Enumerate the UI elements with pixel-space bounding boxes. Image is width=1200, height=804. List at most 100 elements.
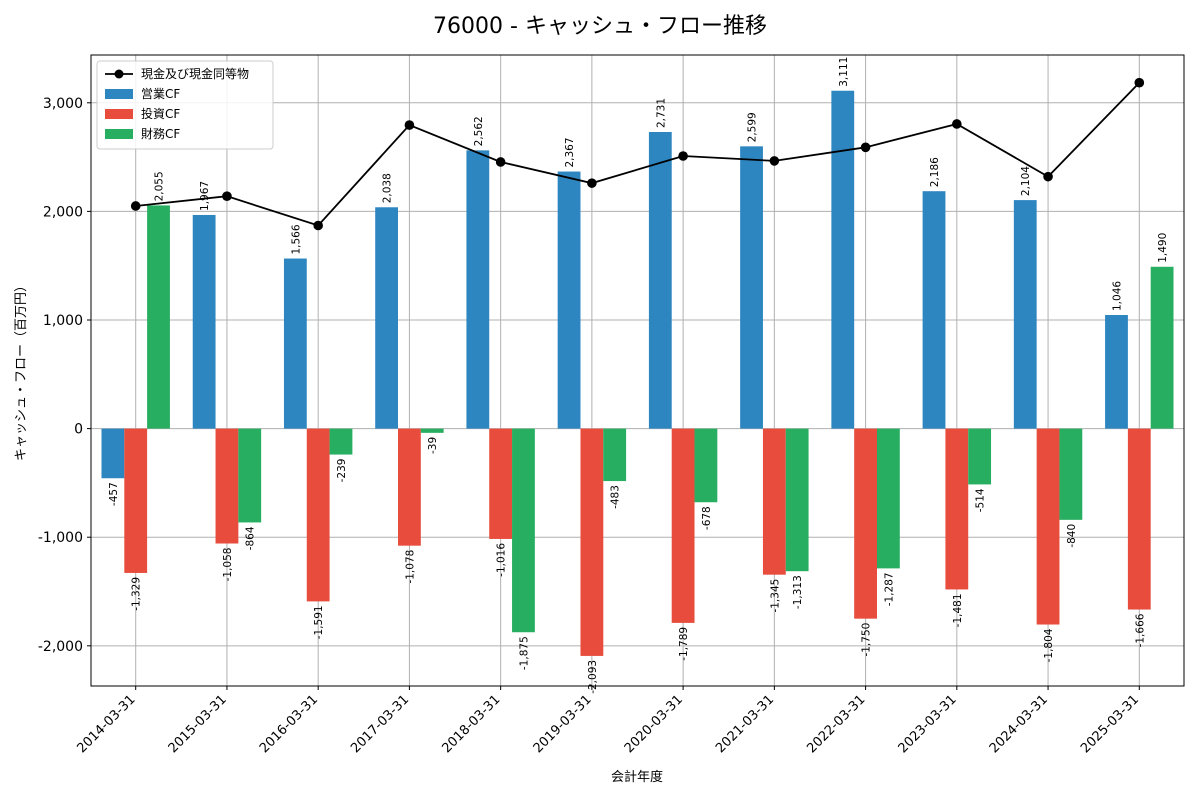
x-tick-label: 2020-03-31 [622,692,686,756]
plot-frame [90,54,1185,687]
bars-layer [101,90,1174,656]
legend-entry-label: 投資CF [141,106,180,121]
bar-financing-cf [1150,266,1174,429]
x-tick-label: 2017-03-31 [348,692,412,756]
bar-data-label: -2,093 [587,660,599,694]
x-tick-label: 2023-03-31 [896,692,960,756]
cash-balance-point [860,142,871,153]
bar-financing-cf [1059,428,1083,520]
bar-investing-cf [1036,428,1060,625]
cash-balance-point [222,191,232,201]
bar-data-label: -39 [427,437,439,454]
bar-investing-cf [398,428,421,546]
bar-financing-cf [876,428,900,569]
bar-operating-cf [375,207,399,429]
bar-investing-cf [124,428,148,573]
bar-operating-cf [922,191,946,429]
bar-data-label: -1,016 [496,543,508,577]
bar-investing-cf [671,428,695,623]
x-axis: 2014-03-31 2015-03-31 2016-03-31 2017-03-31… [74,686,1142,756]
y-tick-label: 1,000 [43,313,83,329]
bar-investing-cf [489,428,513,539]
bar-investing-cf [854,428,877,619]
x-tick-label: 2016-03-31 [257,692,321,756]
legend-entry-label: 現金及び現金同等物 [141,66,249,81]
bar-investing-cf [762,428,786,575]
bar-data-label: 2,055 [154,171,166,201]
cash-balance-point [678,151,688,161]
bar-data-label: 1,566 [290,224,302,254]
bar-data-label: -678 [701,506,713,530]
bar-investing-cf [580,428,604,656]
bar-data-label: -1,666 [1134,613,1146,647]
bar-data-label: -1,329 [131,577,143,611]
cash-balance-point [769,156,780,166]
bar-data-label: 2,104 [1020,166,1032,196]
bar-data-label: -1,804 [1043,628,1055,662]
bar-data-label: 1,046 [1111,281,1123,311]
bar-financing-cf [785,428,809,572]
cash-balance-point [952,119,962,129]
cash-balance-point [404,120,415,130]
chart-title: 76000 - キャッシュ・フロー推移 [433,14,767,39]
legend-bar-swatch [105,89,133,99]
bar-operating-cf [831,90,855,429]
bar-data-label: -840 [1066,524,1078,548]
legend-bar-swatch [105,109,133,119]
bar-data-label: 2,731 [655,98,667,128]
bar-financing-cf [512,428,535,633]
bar-operating-cf [192,214,216,429]
x-tick-label: 2019-03-31 [531,692,595,756]
bar-data-label: -1,345 [769,579,781,613]
bar-data-label: -1,875 [518,636,530,670]
bar-financing-cf [238,428,262,523]
y-axis: -2,000 -1,000 0 1,000 2,000 3,000 [38,96,91,655]
bar-financing-cf [968,428,992,485]
bar-data-label: 2,038 [382,173,394,203]
cash-balance-point [130,201,141,211]
bar-data-label: 1,967 [199,181,211,211]
cash-balance-point [313,220,323,231]
legend-box [96,60,274,150]
bar-data-label: -1,287 [883,572,895,606]
bar-data-label: 2,367 [564,137,576,167]
bar-data-label: -1,789 [678,627,690,661]
bar-operating-cf [466,150,490,429]
cash-balance-point [587,178,597,188]
x-tick-label: 2025-03-31 [1078,692,1142,756]
x-tick-label: 2024-03-31 [987,692,1051,756]
cash-balance-point [495,157,506,167]
bar-investing-cf [215,428,239,544]
x-tick-label: 2021-03-31 [713,692,777,756]
y-tick-label: 3,000 [43,96,83,112]
bar-data-label: 1,490 [1157,233,1169,263]
bar-operating-cf [1105,315,1128,429]
x-tick-label: 2015-03-31 [166,692,230,756]
bar-operating-cf [557,171,581,429]
legend-bar-swatch [105,129,133,139]
bar-data-label: 2,186 [929,157,941,187]
x-tick-label: 2014-03-31 [74,692,138,756]
y-axis-label: キャッシュ・フロー（百万円） [14,279,29,461]
legend-entry-label: 財務CF [141,126,180,141]
bar-data-label: -864 [245,526,257,550]
bar-operating-cf [283,258,307,429]
y-tick-label: 2,000 [43,204,83,220]
bar-data-label: -457 [108,482,120,506]
bar-data-label: -1,313 [792,575,804,609]
bar-data-label: -1,078 [404,550,416,584]
bar-investing-cf [945,428,969,590]
cash-balance-point [1134,77,1145,88]
bar-operating-cf [101,428,125,479]
y-tick-label: -1,000 [38,530,83,546]
bar-investing-cf [306,428,330,602]
bar-operating-cf [648,132,672,429]
bar-data-label: -1,591 [313,605,325,639]
bar-operating-cf [740,146,763,429]
bar-data-label: -514 [975,488,987,512]
bar-financing-cf [147,205,170,429]
bar-data-label: -1,058 [222,548,234,582]
bar-data-label: -1,481 [952,593,964,627]
